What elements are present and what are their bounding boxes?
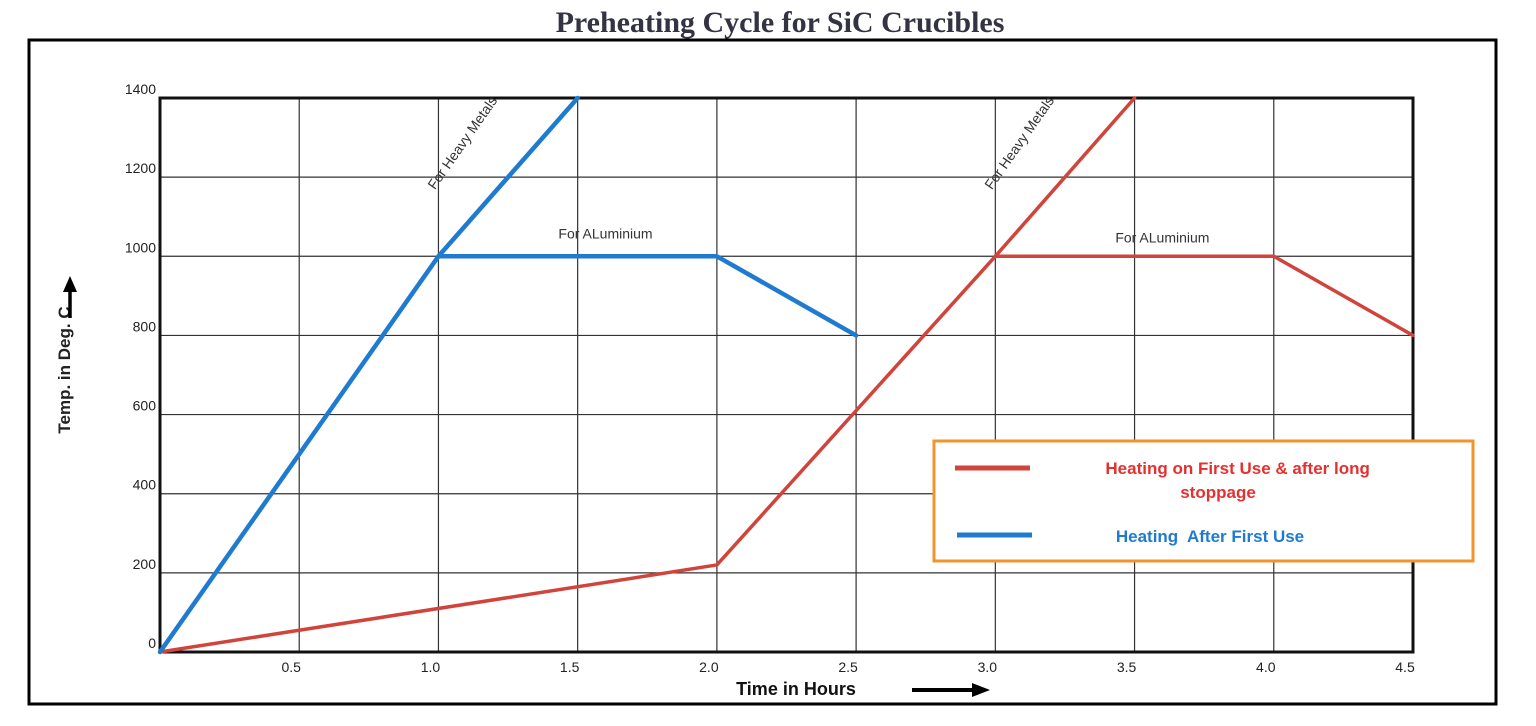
y-tick-label: 1000 bbox=[125, 239, 156, 255]
x-tick-label: 4.0 bbox=[1256, 659, 1276, 675]
outer-frame bbox=[27, 38, 1498, 706]
legend-box bbox=[932, 439, 1475, 563]
x-axis-label: Time in Hours bbox=[736, 679, 856, 699]
series-line-first-use bbox=[158, 96, 1137, 654]
x-tick-label: 2.0 bbox=[699, 659, 719, 675]
x-tick-label: 0.5 bbox=[281, 659, 301, 675]
series-line-after-first-use bbox=[157, 95, 580, 655]
y-tick-label: 0 bbox=[148, 635, 156, 651]
x-tick-label: 4.5 bbox=[1395, 659, 1415, 675]
legend-label-after-first-use: Heating After First Use bbox=[1116, 527, 1304, 546]
x-tick-label: 1.5 bbox=[560, 659, 580, 675]
plot-border bbox=[158, 96, 1415, 654]
x-tick-label: 2.5 bbox=[838, 659, 858, 675]
x-axis-arrow-icon bbox=[912, 683, 990, 697]
chart-title: Preheating Cycle for SiC Crucibles bbox=[556, 6, 1005, 39]
x-tick-label: 3.5 bbox=[1117, 659, 1137, 675]
x-tick-label: 3.0 bbox=[978, 659, 998, 675]
y-axis-label: Temp. in Deg. C bbox=[55, 306, 74, 433]
annotation-label: For ALuminium bbox=[1115, 229, 1209, 245]
series-lines bbox=[157, 95, 1415, 655]
y-axis-label-group: Temp. in Deg. C bbox=[55, 306, 74, 433]
y-tick-label: 1200 bbox=[125, 160, 156, 176]
legend-label-first-use-line1: Heating on First Use & after long bbox=[1105, 459, 1369, 478]
legend-label-first-use-line2: stoppage bbox=[1180, 483, 1256, 502]
legend-label-first-use: Heating on First Use & after long stoppa… bbox=[1105, 459, 1374, 502]
series-line-after-first-use bbox=[436, 254, 859, 338]
y-tick-label: 1400 bbox=[125, 81, 156, 97]
annotation-label: For ALuminium bbox=[558, 225, 652, 241]
series-line-first-use bbox=[993, 254, 1415, 338]
y-tick-label: 800 bbox=[133, 318, 157, 334]
x-tick-label: 1.0 bbox=[421, 659, 441, 675]
y-tick-label: 600 bbox=[133, 398, 157, 414]
y-axis-arrow-icon bbox=[63, 276, 77, 318]
legend: Heating on First Use & after long stoppa… bbox=[932, 439, 1475, 563]
tick-labels: 0 200 400 600 800 1000 1200 1400 0.5 1.0 1.5 2.0 2.5… bbox=[125, 81, 1415, 675]
y-tick-label: 200 bbox=[133, 556, 157, 572]
y-tick-label: 400 bbox=[133, 477, 157, 493]
grid bbox=[158, 96, 1415, 654]
